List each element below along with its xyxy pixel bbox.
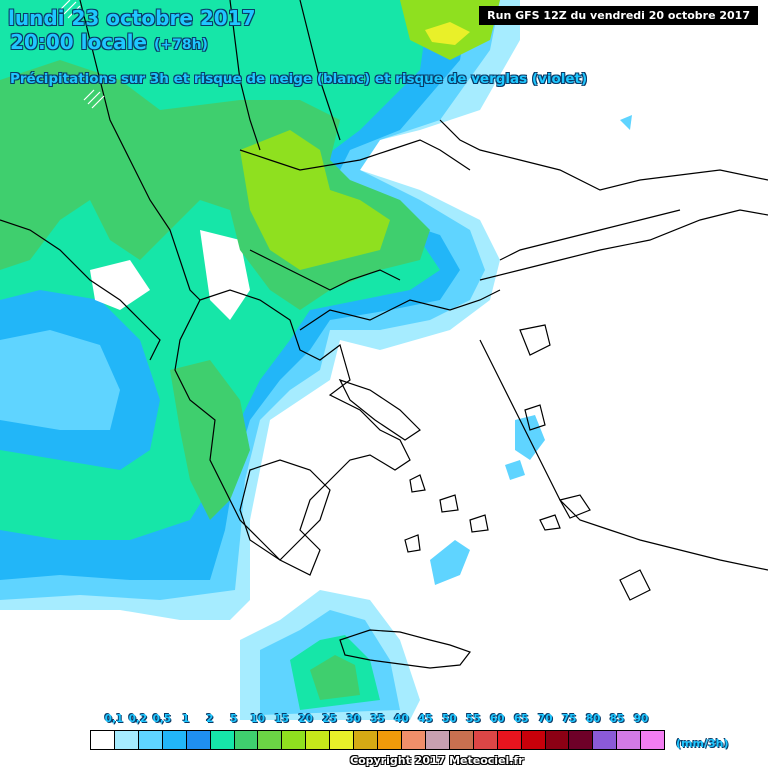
legend-swatch bbox=[473, 731, 498, 749]
legend-label: 0,1 bbox=[104, 713, 124, 725]
legend-swatch bbox=[545, 731, 570, 749]
legend-swatch bbox=[354, 731, 379, 749]
legend-swatch bbox=[210, 731, 235, 749]
copyright-text: Copyright 2017 Meteociel.fr bbox=[350, 754, 524, 767]
coast-cyclades-4 bbox=[404, 534, 421, 553]
legend-label: 45 bbox=[418, 713, 433, 725]
legend-swatch bbox=[617, 731, 642, 749]
legend-unit: (mm/3h) bbox=[676, 737, 729, 750]
coast-turkey-west bbox=[479, 209, 768, 571]
legend-color-bar bbox=[90, 730, 665, 750]
legend-swatch bbox=[449, 731, 474, 749]
precip-free-area-west bbox=[0, 330, 120, 430]
legend-swatch bbox=[401, 731, 426, 749]
legend-swatch bbox=[497, 731, 522, 749]
forecast-time: 20:00 locale (+78h) bbox=[10, 30, 208, 54]
coast-greece-mainland bbox=[174, 289, 411, 576]
legend-swatch bbox=[569, 731, 594, 749]
border-inland-2 bbox=[229, 0, 341, 151]
legend-label: 30 bbox=[346, 713, 361, 725]
legend-swatch bbox=[282, 731, 307, 749]
forecast-lead-time: (+78h) bbox=[153, 37, 208, 53]
legend-label: 0,2 bbox=[128, 713, 148, 725]
legend-swatch bbox=[186, 731, 211, 749]
legend-label: 75 bbox=[561, 713, 577, 725]
legend-swatch bbox=[425, 731, 450, 749]
coast-peloponnese bbox=[239, 459, 331, 561]
precip-cell-ne bbox=[620, 115, 632, 130]
precip-south-green bbox=[310, 655, 360, 700]
legend-swatch bbox=[330, 731, 355, 749]
run-info-box: Run GFS 12Z du vendredi 20 octobre 2017 bbox=[479, 6, 758, 25]
coast-dodecanese bbox=[559, 494, 591, 519]
snow-risk-hatch bbox=[59, 0, 105, 109]
legend-label: 40 bbox=[394, 713, 409, 725]
legend-label: 20 bbox=[298, 713, 313, 725]
legend-label: 85 bbox=[609, 713, 625, 725]
legend-swatch bbox=[378, 731, 402, 749]
legend-label: 25 bbox=[322, 713, 337, 725]
legend-label: 50 bbox=[442, 713, 457, 725]
legend-swatch bbox=[114, 731, 139, 749]
border-inland-3 bbox=[249, 249, 401, 291]
legend-swatch bbox=[521, 731, 546, 749]
legend-label: 65 bbox=[513, 713, 529, 725]
coast-kos bbox=[539, 514, 561, 531]
legend-label: 2 bbox=[206, 713, 214, 725]
legend-label: 60 bbox=[489, 713, 505, 725]
coast-rhodes bbox=[619, 569, 651, 601]
coast-cyclades-1 bbox=[409, 474, 426, 493]
precip-light-green bbox=[240, 130, 390, 270]
legend-swatch bbox=[91, 731, 115, 749]
legend-label: 35 bbox=[370, 713, 385, 725]
map-subtitle: Précipitations sur 3h et risque de neige… bbox=[10, 71, 588, 87]
legend-label: 80 bbox=[585, 713, 601, 725]
coast-italy-heel bbox=[0, 219, 161, 361]
coast-black-sea bbox=[439, 119, 768, 191]
precip-cell-aegean bbox=[430, 540, 470, 585]
forecast-time-label: 20:00 locale bbox=[10, 30, 147, 54]
legend-label: 55 bbox=[466, 713, 481, 725]
border-inland-1 bbox=[239, 139, 471, 171]
coast-chios bbox=[524, 404, 546, 431]
coast-cyclades-2 bbox=[439, 494, 459, 513]
coast-cyclades-3 bbox=[469, 514, 489, 533]
legend-swatch bbox=[234, 731, 259, 749]
legend-label: 10 bbox=[250, 713, 266, 725]
legend-label: 5 bbox=[230, 713, 238, 725]
precip-cell-east-2 bbox=[505, 460, 525, 480]
precip-gap-white-3 bbox=[90, 260, 150, 310]
legend-label: 1 bbox=[182, 713, 190, 725]
legend-label: 90 bbox=[633, 713, 649, 725]
legend-swatch bbox=[258, 731, 283, 749]
legend-swatch bbox=[306, 731, 331, 749]
coast-crete bbox=[339, 629, 471, 669]
precip-yellow-core bbox=[425, 22, 470, 45]
legend-swatch bbox=[593, 731, 618, 749]
coast-balkans bbox=[79, 0, 201, 301]
coast-marmara bbox=[499, 209, 681, 261]
legend-swatch bbox=[138, 731, 163, 749]
legend-label: 15 bbox=[274, 713, 289, 725]
legend-labels: 0,1 0,2 0,5 1 2 5 10 15 20 25 30 35 40 45 50 55 60 65 70 75… bbox=[90, 713, 670, 729]
legend-swatch bbox=[641, 731, 665, 749]
coast-thrace bbox=[299, 289, 501, 331]
legend-label: 0,5 bbox=[152, 713, 172, 725]
coastlines bbox=[0, 0, 768, 669]
precip-gap-white-2 bbox=[200, 230, 250, 320]
coast-lesbos bbox=[519, 324, 551, 356]
legend-label: 70 bbox=[537, 713, 553, 725]
coast-euboea bbox=[338, 378, 421, 441]
legend-swatch bbox=[162, 731, 187, 749]
forecast-date: lundi 23 octobre 2017 bbox=[8, 6, 256, 30]
